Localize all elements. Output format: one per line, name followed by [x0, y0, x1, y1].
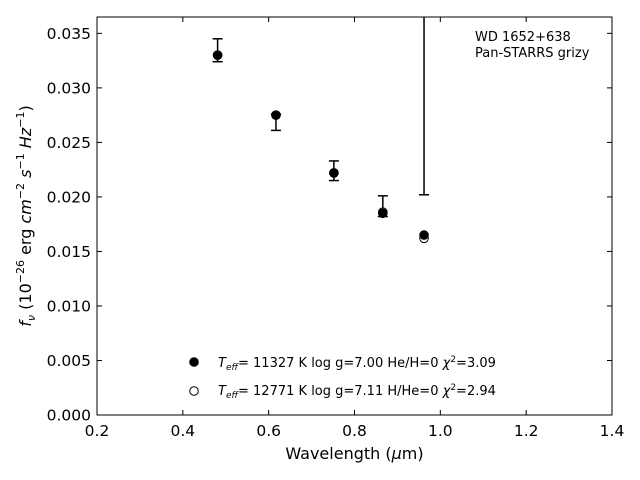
legend-filled-marker	[189, 357, 199, 367]
x-tick-label: 0.6	[256, 422, 281, 440]
y-tick-label: 0.020	[47, 188, 91, 206]
point-model-he	[419, 230, 429, 240]
x-axis: 0.2 0.4 0.6 0.8 1.0 1.2 1.4	[85, 17, 625, 440]
annotation-survey: Pan-STARRS grizy	[475, 46, 590, 61]
y-axis-label: fν (10−26 erg cm−2 s−1 Hz−1)	[14, 105, 38, 326]
legend-entry-1: Teff= 11327 K log g=7.00 He/H=0 χ2=3.09	[218, 355, 496, 373]
error-bars	[212, 17, 430, 218]
y-tick-label: 0.025	[47, 134, 91, 152]
annotation-object: WD 1652+638	[475, 30, 571, 45]
y-tick-label: 0.010	[47, 297, 91, 315]
y-tick-label: 0.000	[47, 407, 91, 425]
legend: Teff= 11327 K log g=7.00 He/H=0 χ2=3.09 …	[189, 355, 496, 401]
point-model-he	[329, 168, 339, 178]
legend-entry-2: Teff= 12771 K log g=7.11 H/He=0 χ2=2.94	[218, 383, 496, 401]
point-model-he	[378, 208, 388, 219]
point-model-he	[212, 50, 223, 60]
y-tick-label: 0.005	[47, 352, 91, 370]
legend-open-marker	[189, 386, 199, 396]
x-tick-label: 1.0	[428, 422, 453, 440]
x-tick-label: 0.8	[342, 422, 367, 440]
y-tick-label: 0.035	[47, 25, 91, 43]
point-model-he	[271, 110, 281, 120]
x-tick-label: 0.4	[171, 422, 196, 440]
data-points	[212, 50, 429, 244]
y-tick-label: 0.015	[47, 243, 91, 261]
y-axis: 0.000 0.005 0.010 0.015 0.020 0.025 0.030 0.035	[47, 25, 612, 425]
x-tick-label: 1.2	[514, 422, 539, 440]
x-axis-label: Wavelength (μm)	[285, 444, 423, 463]
x-tick-label: 0.2	[85, 422, 110, 440]
y-tick-label: 0.030	[47, 79, 91, 97]
x-tick-label: 1.4	[600, 422, 625, 440]
